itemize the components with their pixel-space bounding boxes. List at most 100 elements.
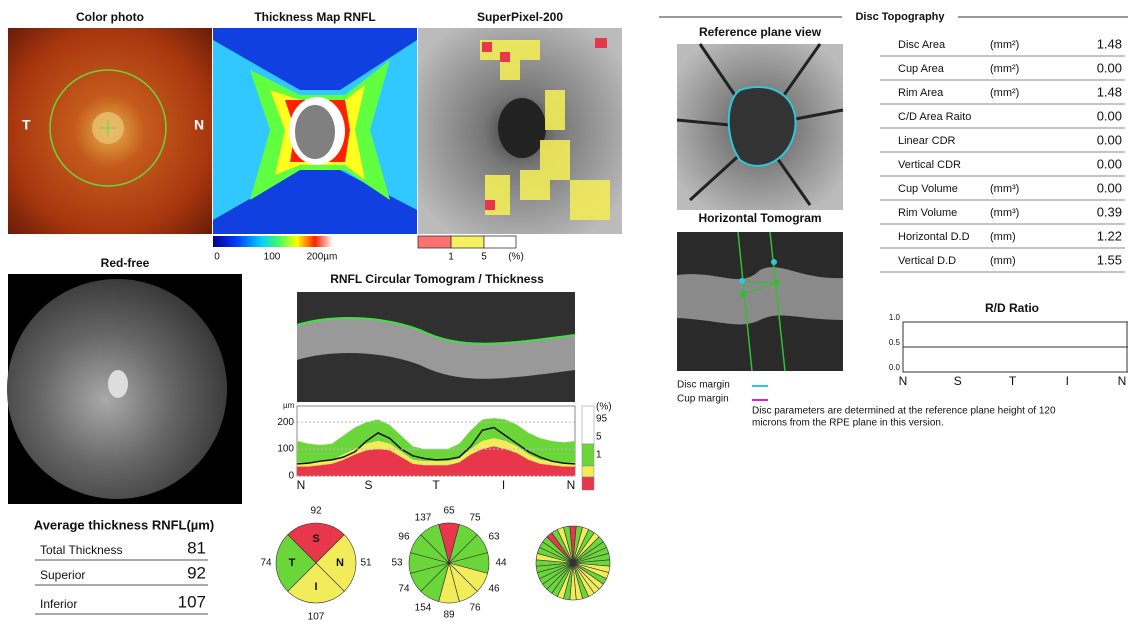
- param-name: Cup Area: [898, 63, 945, 75]
- percentile-label: (%): [596, 402, 612, 413]
- param-value: 1.48: [1097, 84, 1122, 99]
- x-tick-label: N: [1118, 374, 1127, 388]
- panel-title: Horizontal Tomogram: [698, 211, 821, 225]
- x-tick-label: N: [297, 478, 306, 492]
- x-tick-label: S: [364, 478, 372, 492]
- legend-label: Cup margin: [677, 394, 729, 405]
- clock-value: 96: [398, 532, 410, 543]
- y-tick-label: 0: [288, 471, 294, 482]
- quadrant-value: 92: [310, 506, 322, 517]
- legend-label: 1: [448, 252, 454, 263]
- row-label: Superior: [40, 568, 85, 582]
- panel-title: Red-free: [101, 256, 150, 270]
- param-name: Rim Volume: [898, 207, 957, 219]
- clock-value: 53: [391, 558, 403, 569]
- disc-parameters: Disc Area (mm²) 1.48 Cup Area (mm²) 0.00 Rim A…: [880, 36, 1125, 272]
- side-label: N: [194, 117, 204, 133]
- y-tick-label: 1.0: [889, 313, 901, 322]
- side-label: T: [22, 117, 31, 133]
- param-unit: (mm²): [990, 87, 1019, 99]
- scale-label: 100: [264, 252, 281, 263]
- param-name: Rim Area: [898, 87, 944, 99]
- superpixel-map: [418, 28, 622, 248]
- quadrant-value: 51: [360, 558, 372, 569]
- percentile-label: 5: [596, 432, 602, 443]
- row-value: 107: [178, 592, 206, 611]
- y-tick-label: 100: [277, 444, 294, 455]
- quadrant-letter: N: [336, 557, 344, 569]
- param-value: 0.39: [1097, 204, 1122, 219]
- param-unit: (mm): [990, 255, 1016, 267]
- param-value: 0.00: [1097, 60, 1122, 75]
- y-tick-label: 0.0: [889, 363, 901, 372]
- legend-label: 5: [481, 252, 487, 263]
- param-value: 1.55: [1097, 252, 1122, 267]
- param-unit: (mm): [990, 231, 1016, 243]
- row-value: 92: [187, 563, 206, 582]
- param-name: Vertical D.D: [898, 255, 956, 267]
- param-name: Vertical CDR: [898, 159, 961, 171]
- percentile-label: 95: [596, 414, 608, 425]
- percentile-label: 1: [596, 450, 602, 461]
- percentile-swatch: [582, 444, 594, 466]
- legend-label: (%): [508, 252, 524, 263]
- x-tick-label: I: [1066, 374, 1069, 388]
- row-label: Total Thickness: [40, 543, 122, 557]
- y-tick-label: 200: [277, 417, 294, 428]
- percentile-swatch: [582, 466, 594, 477]
- clock-value: 154: [415, 603, 432, 614]
- percentile-swatch: [582, 477, 594, 490]
- x-tick-label: S: [954, 374, 962, 388]
- param-name: Disc Area: [898, 39, 946, 51]
- clock-value: 89: [443, 610, 455, 621]
- quadrant-value: 74: [260, 558, 272, 569]
- clock-value: 75: [469, 513, 481, 524]
- param-name: Horizontal D.D: [898, 231, 970, 243]
- percentile-swatch: [582, 406, 594, 444]
- y-tick-label: 0.5: [889, 338, 901, 347]
- param-value: 0.00: [1097, 132, 1122, 147]
- y-unit: µm: [283, 401, 295, 410]
- panel-title: SuperPixel-200: [477, 10, 563, 24]
- param-name: Linear CDR: [898, 135, 956, 147]
- x-tick-label: I: [502, 478, 505, 492]
- quadrant-letter: I: [314, 581, 317, 593]
- scale-label: 0: [214, 252, 220, 263]
- legend-label: Disc margin: [677, 380, 730, 391]
- note: Disc parameters are determined at the re…: [752, 406, 1056, 417]
- quadrant-letter: S: [312, 533, 319, 545]
- thickness-map: [213, 28, 417, 247]
- clock-value: 74: [398, 584, 410, 595]
- param-unit: (mm²): [990, 39, 1019, 51]
- clock-value: 44: [495, 558, 507, 569]
- report: Color photo T N Thickness Map RNFL 0 100…: [0, 0, 1128, 626]
- row-label: Inferior: [40, 597, 77, 611]
- panel-title: Reference plane view: [699, 25, 822, 39]
- param-value: 0.00: [1097, 180, 1122, 195]
- table-title: Average thickness RNFL(µm): [34, 517, 214, 532]
- horizontal-tomogram: [677, 232, 843, 371]
- quadrant-letter: T: [289, 557, 296, 569]
- scale-label: 200µm: [307, 252, 338, 263]
- clock-value: 137: [415, 513, 432, 524]
- color-photo: [8, 28, 212, 234]
- clock-value: 65: [443, 506, 455, 517]
- param-name: C/D Area Raito: [898, 111, 971, 123]
- quadrant-value: 107: [308, 612, 325, 623]
- red-free-photo: [7, 274, 242, 504]
- x-tick-label: N: [567, 478, 576, 492]
- param-value: 0.00: [1097, 108, 1122, 123]
- panel-title: R/D Ratio: [985, 301, 1039, 315]
- clock-value: 63: [488, 532, 500, 543]
- oct-scan: [297, 292, 575, 402]
- param-unit: (mm³): [990, 183, 1019, 195]
- param-value: 1.48: [1097, 36, 1122, 51]
- panel-title: Thickness Map RNFL: [254, 10, 375, 24]
- x-tick-label: T: [1009, 374, 1017, 388]
- param-value: 1.22: [1097, 228, 1122, 243]
- panel-title: RNFL Circular Tomogram / Thickness: [330, 272, 544, 286]
- param-unit: (mm²): [990, 63, 1019, 75]
